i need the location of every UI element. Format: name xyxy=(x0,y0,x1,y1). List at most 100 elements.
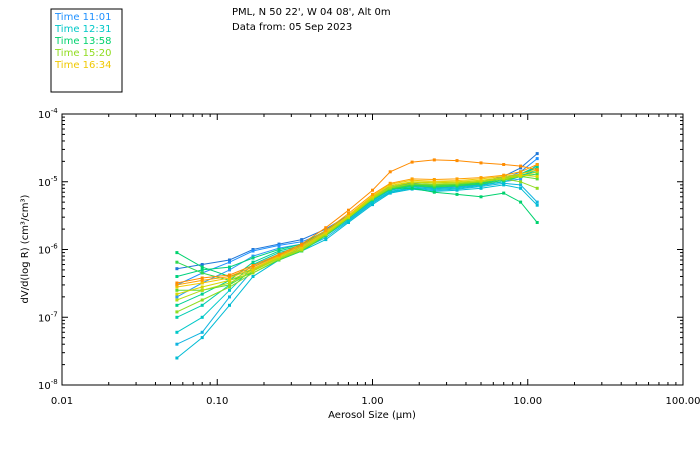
series-point xyxy=(324,226,328,230)
series-point xyxy=(324,236,328,240)
x-tick-label: 100.00 xyxy=(666,396,700,407)
y-tick-label: 10-4 xyxy=(38,107,58,121)
series-point xyxy=(200,330,204,334)
series-point xyxy=(200,285,204,289)
series-point xyxy=(300,240,304,244)
y-tick-base: 10 xyxy=(38,110,51,121)
series-point xyxy=(535,157,539,161)
x-axis-label: Aerosol Size (µm) xyxy=(328,410,416,421)
series-point xyxy=(200,298,204,302)
series-point xyxy=(277,243,281,247)
series-point xyxy=(228,258,231,262)
series-point xyxy=(347,208,350,212)
y-tick-exponent: -4 xyxy=(51,107,59,115)
series-point xyxy=(535,163,539,166)
series-point xyxy=(228,288,231,292)
series-point xyxy=(410,186,414,190)
series-point xyxy=(175,251,179,255)
header-date: Data from: 05 Sep 2023 xyxy=(232,22,352,33)
legend-entry: Time 13:58 xyxy=(54,36,111,47)
series-point xyxy=(175,267,179,271)
y-tick-label: 10-8 xyxy=(38,378,58,392)
series-point xyxy=(502,191,506,195)
series-point xyxy=(371,192,374,196)
x-tick-label: 10.00 xyxy=(513,396,542,407)
series-point xyxy=(432,158,436,162)
series-group xyxy=(175,152,539,360)
series-point xyxy=(535,221,539,224)
axis-ticks: 0.01 0.10 1.00 10.00 100.0010-810-710-610-51… xyxy=(38,107,700,407)
series-point xyxy=(324,238,328,242)
series-point xyxy=(535,152,539,156)
series-point xyxy=(535,170,539,174)
y-tick-exponent: -6 xyxy=(51,243,59,251)
plot-frame xyxy=(61,113,684,386)
series-point xyxy=(200,288,204,292)
series-point xyxy=(175,356,179,360)
series-point xyxy=(479,176,483,180)
series-point xyxy=(251,249,255,253)
series-point xyxy=(432,190,436,194)
series-point xyxy=(228,268,231,272)
series-line xyxy=(176,169,538,333)
series-point xyxy=(410,177,414,181)
x-tick-label: 0.10 xyxy=(206,396,228,407)
series-point xyxy=(519,177,523,181)
series-point xyxy=(347,218,350,222)
series-point xyxy=(455,159,459,163)
series-point xyxy=(519,170,523,174)
series-point xyxy=(277,251,281,255)
y-tick-label: 10-5 xyxy=(38,175,58,189)
series-point xyxy=(175,285,179,289)
series-point xyxy=(228,260,231,264)
series-point xyxy=(455,192,459,196)
series-point xyxy=(519,180,523,184)
y-tick-exponent: -5 xyxy=(51,175,58,183)
series-point xyxy=(455,188,459,192)
series-point xyxy=(519,200,523,204)
series-point xyxy=(228,285,231,289)
legend-box xyxy=(50,8,123,93)
series-point xyxy=(519,183,523,187)
legend-entry: Time 15:20 xyxy=(54,48,111,59)
series-point xyxy=(175,288,179,292)
series-point xyxy=(200,271,204,275)
series-point xyxy=(502,183,506,187)
series-point xyxy=(479,182,483,186)
series-point xyxy=(535,203,539,207)
series-point xyxy=(200,276,204,280)
legend-entry: Time 12:31 xyxy=(54,24,111,35)
series-point xyxy=(200,281,204,285)
series-point xyxy=(455,177,459,181)
series-point xyxy=(200,263,204,266)
y-tick-base: 10 xyxy=(38,178,51,189)
series-point xyxy=(175,281,179,285)
series-point xyxy=(175,283,179,287)
series-point xyxy=(535,168,539,172)
y-tick-base: 10 xyxy=(38,313,51,324)
y-tick-label: 10-6 xyxy=(38,243,58,257)
series-point xyxy=(251,260,255,264)
series-point xyxy=(277,248,281,251)
series-point xyxy=(347,212,350,215)
series-point xyxy=(228,265,231,269)
series-point xyxy=(519,164,523,168)
series-point xyxy=(175,260,179,264)
series-point xyxy=(228,295,231,299)
series-point xyxy=(535,200,539,204)
series-point xyxy=(519,166,523,170)
series-point xyxy=(388,189,392,193)
series-point xyxy=(479,161,483,165)
series-point xyxy=(535,186,539,190)
series-point xyxy=(432,178,436,181)
series-point xyxy=(300,238,304,242)
series-point xyxy=(535,172,539,176)
series-point xyxy=(535,164,539,168)
x-tick-label: 0.01 xyxy=(51,396,73,407)
series-point xyxy=(175,298,179,302)
y-tick-label: 10-7 xyxy=(38,310,58,324)
y-tick-base: 10 xyxy=(38,381,51,392)
series-point xyxy=(371,203,374,207)
series-point xyxy=(200,336,204,340)
